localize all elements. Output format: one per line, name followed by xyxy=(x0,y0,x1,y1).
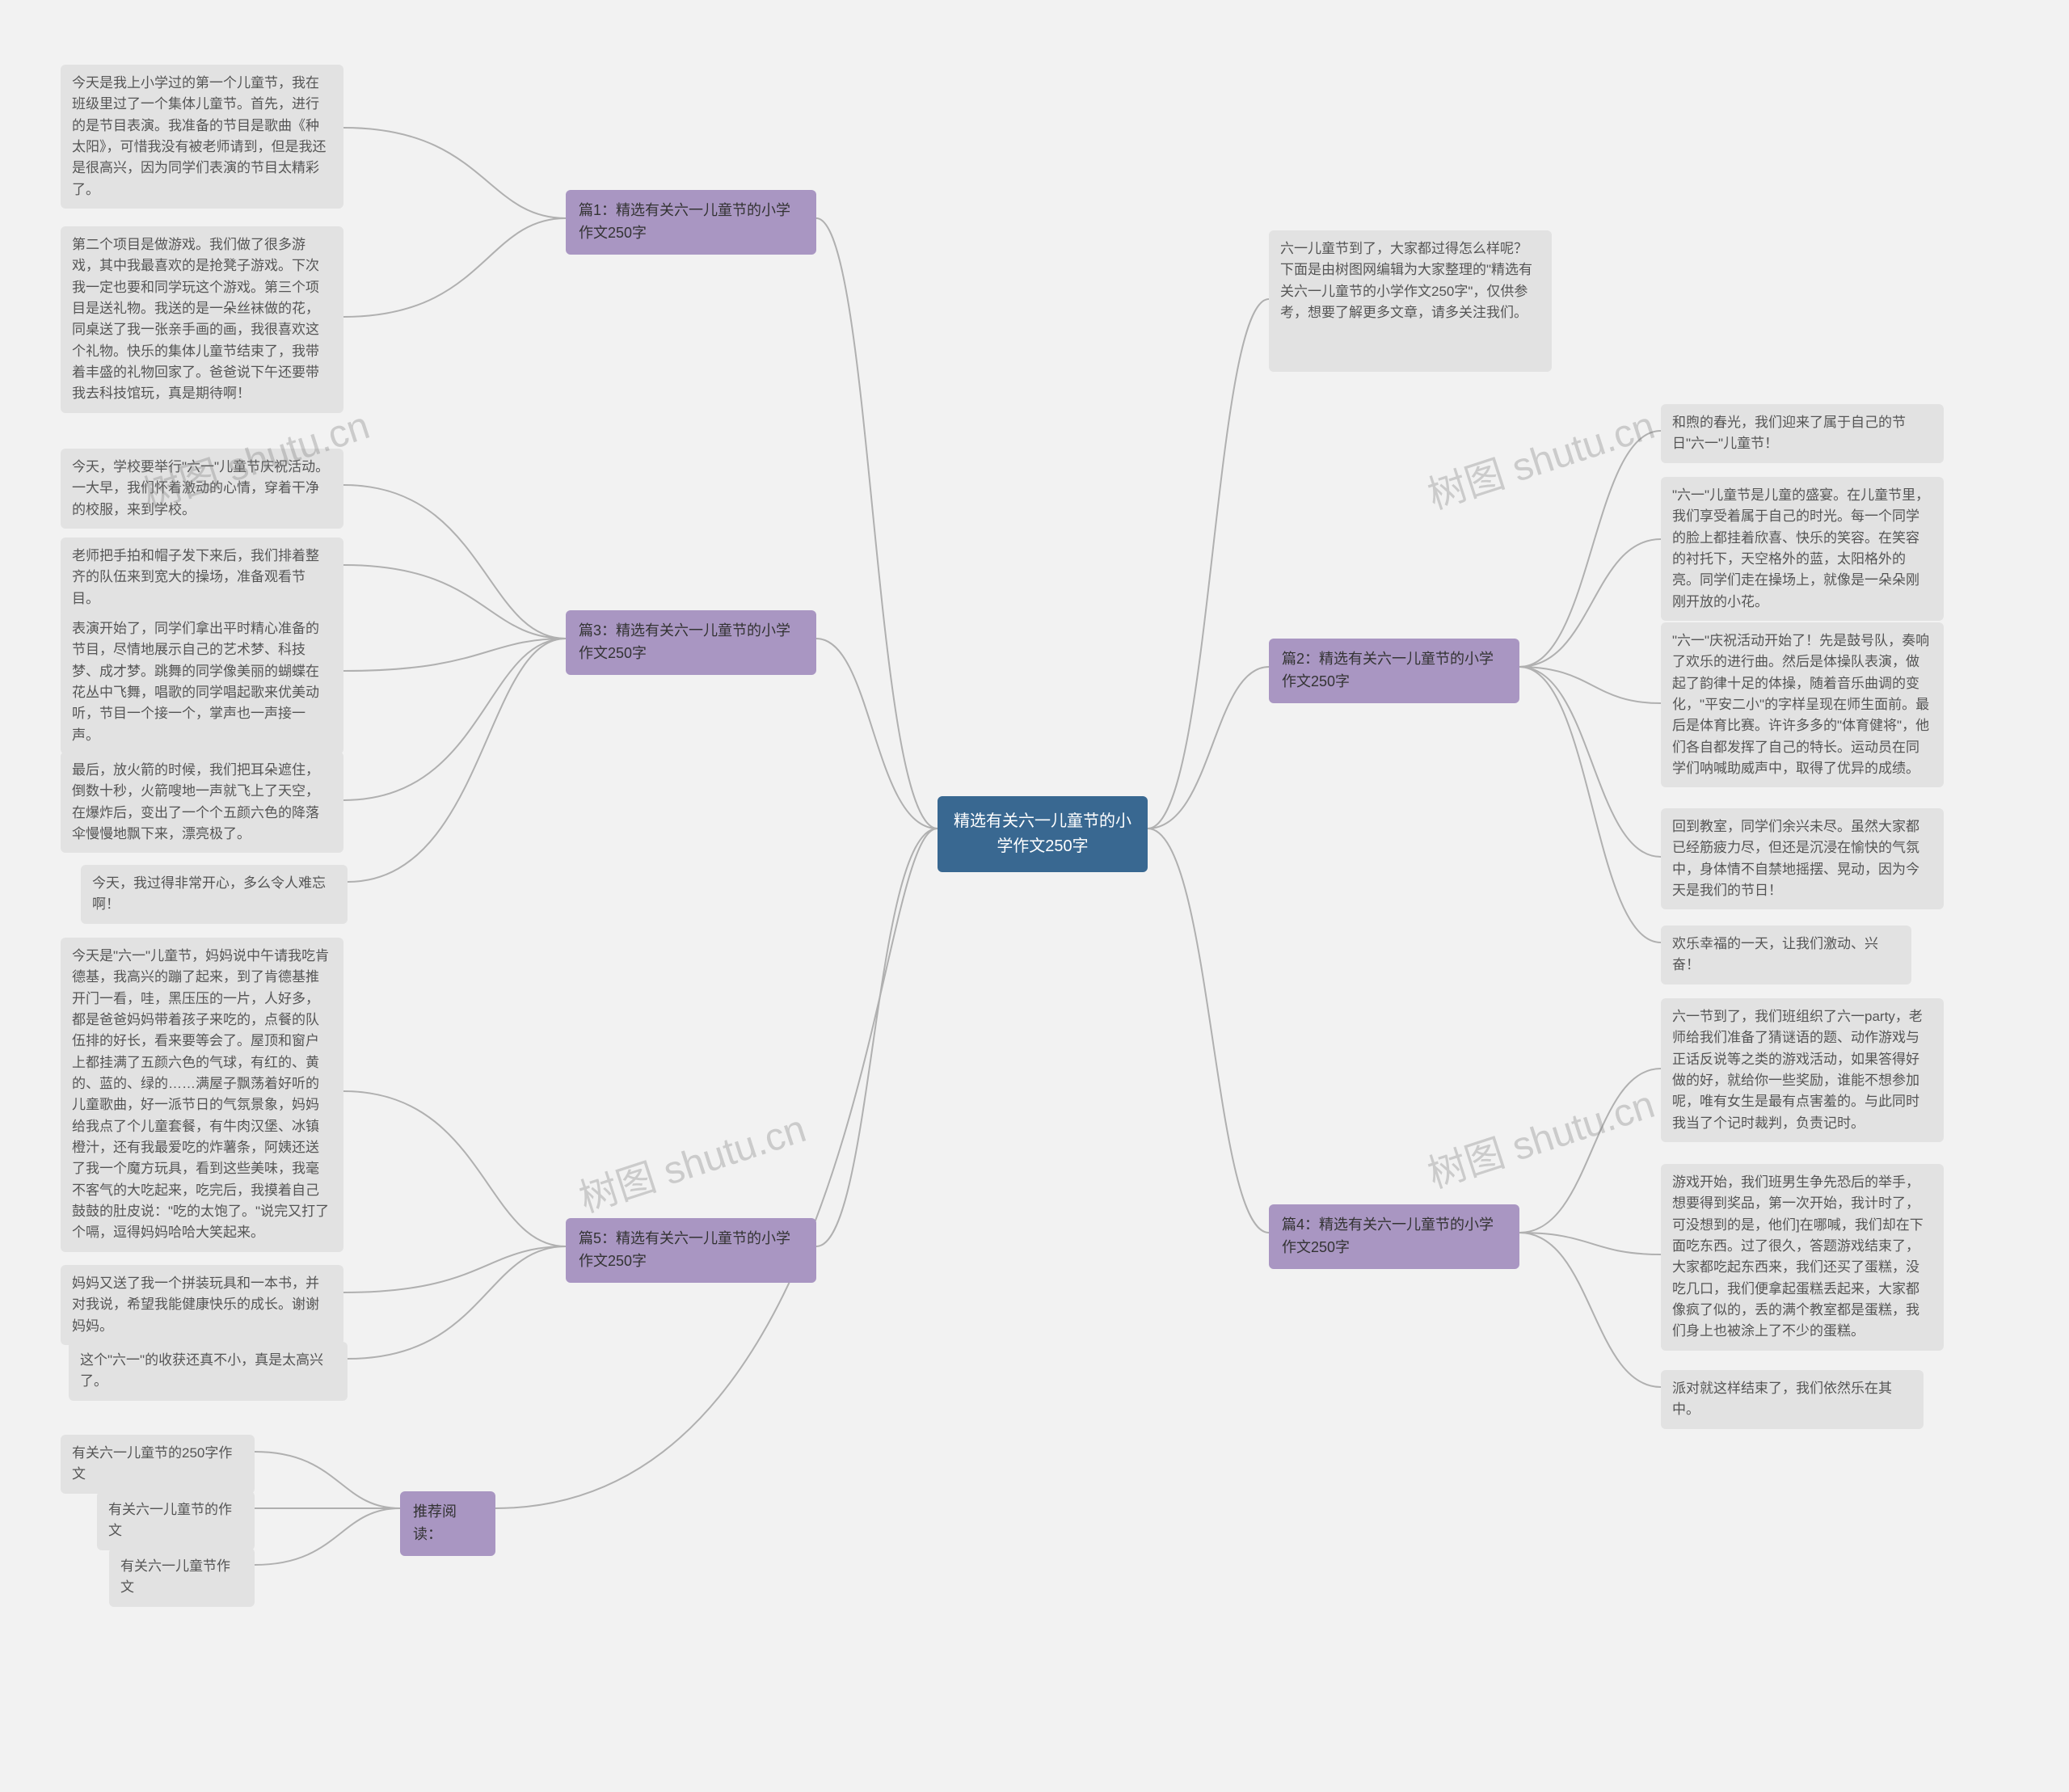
branch-b4[interactable]: 篇4：精选有关六一儿童节的小学作文250字 xyxy=(1269,1204,1519,1269)
watermark-1: 树图 shutu.cn xyxy=(1419,394,1660,520)
branch-b2[interactable]: 篇2：精选有关六一儿童节的小学作文250字 xyxy=(1269,639,1519,703)
branch-b3[interactable]: 篇3：精选有关六一儿童节的小学作文250字 xyxy=(566,610,816,675)
branch-b5[interactable]: 篇5：精选有关六一儿童节的小学作文250字 xyxy=(566,1218,816,1283)
leaf-b2-4: 欢乐幸福的一天，让我们激动、兴奋！ xyxy=(1661,926,1911,985)
leaf-b3-4: 今天，我过得非常开心，多么令人难忘啊！ xyxy=(81,865,348,924)
leaf-b2-2: "六一"庆祝活动开始了！先是鼓号队，奏响了欢乐的进行曲。然后是体操队表演，做起了… xyxy=(1661,622,1944,787)
leaf-b2-3: 回到教室，同学们余兴未尽。虽然大家都已经筋疲力尽，但还是沉浸在愉快的气氛中，身体… xyxy=(1661,808,1944,909)
leaf-b4-1: 游戏开始，我们班男生争先恐后的举手，想要得到奖品，第一次开始，我计时了，可没想到… xyxy=(1661,1164,1944,1351)
leaf-b4-0: 六一节到了，我们班组织了六一party，老师给我们准备了猜谜语的题、动作游戏与正… xyxy=(1661,998,1944,1142)
leaf-b1-1: 第二个项目是做游戏。我们做了很多游戏，其中我最喜欢的是抢凳子游戏。下次我一定也要… xyxy=(61,226,343,413)
leaf-b4-2: 派对就这样结束了，我们依然乐在其中。 xyxy=(1661,1370,1924,1429)
leaf-b3-2: 表演开始了，同学们拿出平时精心准备的节目，尽情地展示自己的艺术梦、科技梦、成才梦… xyxy=(61,610,343,754)
central-node[interactable]: 精选有关六一儿童节的小学作文250字 xyxy=(938,796,1148,872)
leaf-b3-3: 最后，放火箭的时候，我们把耳朵遮住，倒数十秒，火箭嗖地一声就飞上了天空，在爆炸后… xyxy=(61,752,343,853)
leaf-rec-1: 有关六一儿童节的作文 xyxy=(97,1491,255,1550)
leaf-b3-0: 今天，学校要举行"六一"儿童节庆祝活动。一大早，我们怀着激动的心情，穿着干净的校… xyxy=(61,449,343,529)
leaf-b1-0: 今天是我上小学过的第一个儿童节，我在班级里过了一个集体儿童节。首先，进行的是节目… xyxy=(61,65,343,209)
watermark-3: 树图 shutu.cn xyxy=(1419,1073,1660,1199)
leaf-b2-0: 和煦的春光，我们迎来了属于自己的节日"六一"儿童节！ xyxy=(1661,404,1944,463)
leaf-b3-1: 老师把手拍和帽子发下来后，我们排着整齐的队伍来到宽大的操场，准备观看节目。 xyxy=(61,538,343,618)
leaf-rec-2: 有关六一儿童节作文 xyxy=(109,1548,255,1607)
leaf-b5-1: 妈妈又送了我一个拼装玩具和一本书，并对我说，希望我能健康快乐的成长。谢谢妈妈。 xyxy=(61,1265,343,1345)
branch-b1[interactable]: 篇1：精选有关六一儿童节的小学作文250字 xyxy=(566,190,816,255)
leaf-intro-0: 六一儿童节到了，大家都过得怎么样呢？下面是由树图网编辑为大家整理的"精选有关六一… xyxy=(1269,230,1552,372)
leaf-b2-1: "六一"儿童节是儿童的盛宴。在儿童节里，我们享受着属于自己的时光。每一个同学的脸… xyxy=(1661,477,1944,621)
leaf-rec-0: 有关六一儿童节的250字作文 xyxy=(61,1435,255,1494)
watermark-2: 树图 shutu.cn xyxy=(571,1097,811,1223)
branch-rec[interactable]: 推荐阅读： xyxy=(400,1491,495,1556)
leaf-b5-2: 这个"六一"的收获还真不小，真是太高兴了。 xyxy=(69,1342,348,1401)
leaf-b5-0: 今天是"六一"儿童节，妈妈说中午请我吃肯德基，我高兴的蹦了起来，到了肯德基推开门… xyxy=(61,938,343,1252)
